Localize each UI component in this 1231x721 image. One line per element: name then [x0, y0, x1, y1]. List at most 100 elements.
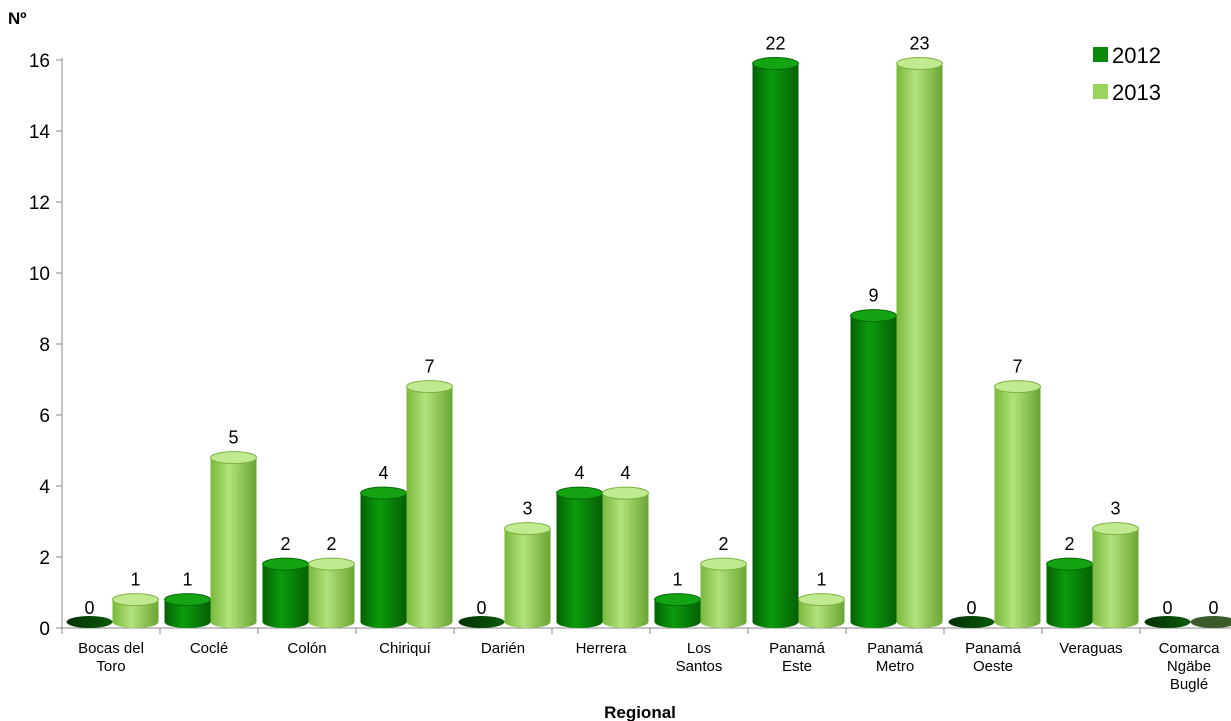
data-label-2013: 7 [1012, 357, 1022, 377]
bar-top [262, 557, 309, 571]
bar-2012 [850, 309, 897, 628]
bar-top [994, 380, 1041, 394]
bar-top [360, 486, 407, 500]
x-axis: Bocas del Toro Coclé Colón Chiriquí Darién Her… [61, 627, 1231, 693]
bar-2012 [262, 557, 309, 628]
y-tick-label: 10 [29, 264, 50, 285]
data-label-2013: 0 [1208, 598, 1218, 618]
bar-body [602, 493, 649, 628]
x-axis-title: Regional [604, 703, 676, 721]
data-label-2012: 2 [1064, 534, 1074, 554]
bar-body [112, 599, 159, 628]
data-label-2012: 4 [378, 463, 388, 483]
bar-top [556, 486, 603, 500]
bar-body [406, 386, 453, 628]
bar-base [1144, 616, 1191, 628]
bar-body [210, 457, 257, 628]
data-label-2013: 1 [816, 570, 826, 590]
bar-2012 [164, 593, 211, 628]
category-label: Coclé [190, 640, 228, 657]
data-label-2013: 5 [228, 428, 238, 448]
bar-2012 [458, 616, 505, 628]
bar-2012 [654, 593, 701, 628]
legend-label-2013: 2013 [1112, 80, 1161, 105]
legend-label-2012: 2012 [1112, 43, 1161, 68]
bar-2013 [994, 380, 1041, 628]
bar-2013 [112, 593, 159, 628]
bar-2013 [1190, 616, 1231, 628]
data-label-2013: 23 [909, 34, 929, 54]
bars [66, 57, 1231, 629]
category-label: Darién [481, 640, 525, 657]
data-labels: 0 1 2 4 0 4 1 22 9 0 2 0 1 5 2 7 3 4 2 1 23 7 3 0 [84, 34, 1218, 618]
data-label-2012: 9 [868, 286, 878, 306]
bar-body [700, 564, 747, 628]
bar-top [112, 593, 159, 607]
y-tick-label: 8 [39, 335, 50, 356]
bar-top [798, 593, 845, 607]
bar-body [504, 528, 551, 628]
bar-2013 [700, 557, 747, 628]
data-label-2012: 4 [574, 463, 584, 483]
legend: 2012 2013 [1093, 43, 1161, 105]
data-label-2012: 1 [182, 570, 192, 590]
bar-2013 [504, 522, 551, 628]
bar-top [850, 309, 897, 323]
category-label: Colón [287, 640, 326, 657]
data-label-2012: 0 [966, 598, 976, 618]
data-label-2012: 22 [765, 34, 785, 54]
data-label-2013: 4 [620, 463, 630, 483]
bar-body [654, 599, 701, 628]
category-label: Panamá Oeste [965, 640, 1022, 675]
legend-swatch-2013 [1093, 84, 1108, 99]
bar-2013 [406, 380, 453, 628]
bar-2012 [752, 57, 799, 629]
bar-2012 [556, 486, 603, 628]
y-tick-label: 2 [39, 548, 50, 569]
bar-body [262, 564, 309, 628]
bar-2013 [308, 557, 355, 628]
category-label: Comarca Ngäbe Buglé [1159, 640, 1221, 693]
data-label-2012: 0 [476, 598, 486, 618]
data-label-2012: 1 [672, 570, 682, 590]
data-label-2012: 2 [280, 534, 290, 554]
data-label-2013: 3 [1110, 499, 1120, 519]
bar-top [896, 57, 943, 71]
bar-2013 [896, 57, 943, 629]
bar-top [654, 593, 701, 607]
category-label: Bocas del Toro [78, 640, 144, 675]
bar-2012 [948, 616, 995, 628]
bar-top [504, 522, 551, 536]
legend-swatch-2012 [1093, 47, 1108, 62]
bar-body [994, 386, 1041, 628]
bar-top [602, 486, 649, 500]
bar-top [1046, 557, 1093, 571]
bar-body [1092, 528, 1139, 628]
y-tick-label: 0 [39, 619, 50, 640]
bar-top [406, 380, 453, 394]
category-label: Panamá Metro [867, 640, 924, 675]
data-label-2012: 0 [1162, 598, 1172, 618]
y-tick-label: 12 [29, 193, 50, 214]
bar-body [752, 63, 799, 629]
bar-body [308, 564, 355, 628]
y-tick-label: 6 [39, 406, 50, 427]
y-tick-label: 14 [29, 122, 51, 143]
bar-2012 [66, 616, 113, 628]
bar-top [210, 451, 257, 465]
data-label-2012: 0 [84, 598, 94, 618]
bar-body [556, 493, 603, 628]
bar-base [66, 616, 113, 628]
bar-base [1190, 616, 1231, 628]
y-tick-label: 16 [29, 51, 50, 72]
bar-body [1046, 564, 1093, 628]
bar-2013 [602, 486, 649, 628]
bar-top [752, 57, 799, 71]
bar-2013 [798, 593, 845, 628]
bar-body [798, 599, 845, 628]
category-label: Los Santos [676, 640, 723, 675]
category-label: Chiriquí [379, 640, 432, 657]
bar-body [360, 493, 407, 628]
bar-base [948, 616, 995, 628]
